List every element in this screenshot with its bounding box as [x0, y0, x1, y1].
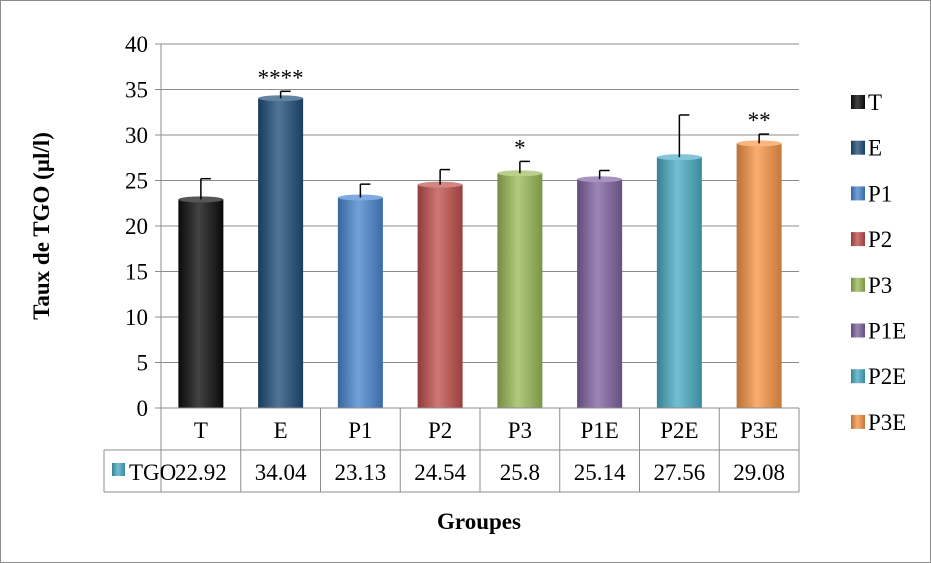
significance-marker: *: [514, 135, 526, 160]
bar-P2: [417, 184, 463, 408]
legend-label-P1E: P1E: [868, 319, 906, 344]
y-tick-label: 20: [125, 214, 148, 239]
bar-P3E: [736, 143, 782, 408]
legend-swatch-P2E: [851, 369, 865, 384]
y-tick-label: 5: [137, 351, 149, 376]
bars: *******: [178, 65, 782, 409]
legend-swatch-T: [851, 95, 865, 109]
legend-label-P2E: P2E: [868, 364, 906, 389]
legend-label-P1: P1: [868, 181, 892, 206]
data-table: T 22.92 E 34.04 P1 23.13 P2 24.54 P3 25.8 P1E 25.14…: [103, 407, 800, 493]
data-label: 25.8: [500, 460, 540, 485]
data-label: 25.14: [574, 460, 626, 485]
significance-marker: ****: [258, 65, 304, 90]
bar-T: [178, 199, 224, 408]
data-label: 34.04: [255, 460, 307, 485]
data-label: 24.54: [414, 460, 466, 485]
table-series-swatch: [112, 463, 125, 476]
y-tick-label: 30: [125, 123, 148, 148]
bar-P3: [497, 173, 543, 408]
x-tick-label: P2E: [660, 418, 698, 443]
significance-marker: **: [748, 108, 771, 133]
y-tick-label: 10: [125, 305, 148, 330]
data-label: 23.13: [335, 460, 387, 485]
bar-P1: [337, 197, 383, 408]
x-tick-label: P2: [428, 418, 452, 443]
x-tick-label: P1: [348, 418, 372, 443]
x-tick-label: T: [194, 418, 208, 443]
y-tick-label: 0: [137, 396, 149, 421]
y-tick-label: 35: [125, 78, 148, 103]
y-tick-label: 25: [125, 169, 148, 194]
legend: TE P1 P2 P3 P1E P2E P3E: [851, 90, 906, 435]
gridlines: [155, 43, 799, 409]
bar-P1E: [577, 179, 623, 408]
y-axis: 0 5 10 15 20 25 30 35 40: [125, 32, 162, 421]
legend-swatch-P3E: [851, 414, 865, 429]
data-label: 29.08: [733, 460, 785, 485]
x-tick-label: P3E: [740, 418, 778, 443]
x-tick-label: P3: [508, 418, 532, 443]
bar-P2E: [656, 157, 702, 408]
legend-label-T: T: [868, 90, 882, 115]
table-series-label: TGO: [129, 460, 176, 485]
legend-swatch-P3: [851, 277, 865, 292]
x-axis-title: Groupes: [437, 509, 521, 534]
legend-label-P3: P3: [868, 273, 892, 298]
data-label: 27.56: [654, 460, 706, 485]
legend-swatch-P1E: [851, 323, 865, 338]
y-tick-label: 15: [125, 260, 148, 285]
y-tick-label: 40: [125, 32, 148, 57]
legend-swatch-E: [851, 140, 865, 155]
legend-label-P3E: P3E: [868, 410, 906, 435]
legend-swatch-P2: [851, 232, 865, 247]
x-tick-label: E: [274, 418, 288, 443]
x-tick-label: P1E: [580, 418, 618, 443]
legend-label-E: E: [868, 136, 882, 161]
y-axis-title: Taux de TGO (µl/l): [29, 132, 54, 320]
legend-label-P2: P2: [868, 227, 892, 252]
bar-E: [258, 98, 304, 409]
data-label: 22.92: [175, 460, 227, 485]
legend-swatch-P1: [851, 186, 865, 201]
